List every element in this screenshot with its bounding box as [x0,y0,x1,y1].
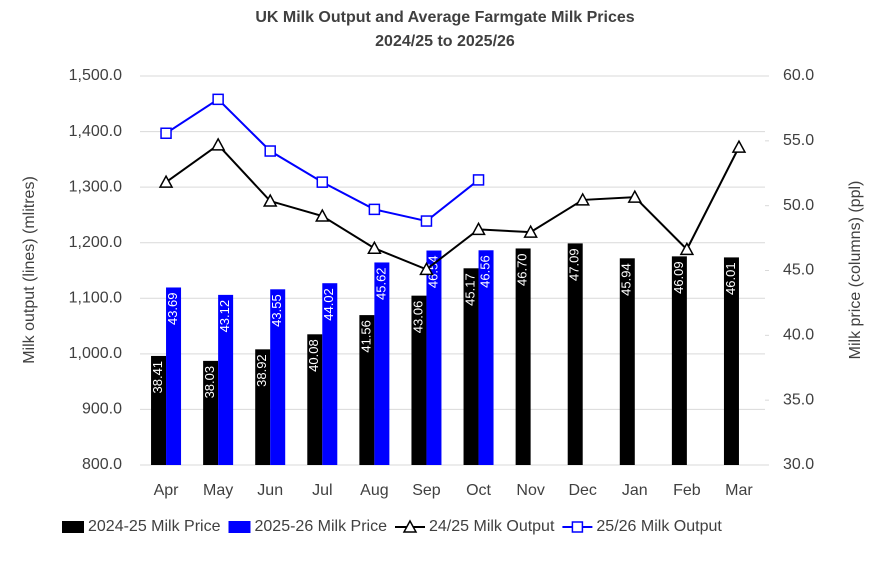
legend-label: 2025-26 Milk Price [255,518,388,535]
line-marker [575,192,590,206]
x-tick-label: Feb [673,482,701,499]
x-tick-label: May [203,482,233,499]
legend-swatch [62,521,84,533]
line-marker [523,224,538,238]
bar [374,262,390,465]
line-marker [264,145,276,157]
y2-tick-label: 50.0 [783,197,814,214]
bar-value-label: 40.08 [306,339,321,372]
bar-value-label: 43.69 [165,292,180,325]
bar-value-label: 38.92 [254,354,269,387]
bar-value-label: 47.09 [567,248,582,281]
line-marker [367,240,382,255]
y-tick-label: 800.0 [82,456,122,473]
line-marker [420,215,433,227]
bar [218,294,234,465]
line-marker [472,174,485,186]
y2-tick-label: 35.0 [783,391,814,408]
x-tick-label: Jan [622,482,648,499]
bar [307,334,323,465]
y-tick-label: 1,000.0 [69,345,122,362]
x-tick-label: Jun [257,482,283,499]
bar-value-label: 45.17 [462,273,477,306]
x-tick-label: Apr [154,482,180,499]
line-marker [419,261,434,276]
bar [359,315,375,465]
y2-tick-label: 60.0 [783,67,814,84]
bar-value-label: 38.03 [202,366,217,399]
line-marker [627,189,643,203]
bar-value-label: 45.62 [373,267,388,300]
y2-tick-label: 40.0 [783,327,814,344]
legend-label: 24/25 Milk Output [429,518,555,535]
y2-tick-label: 55.0 [783,132,814,149]
y2-tick-label: 45.0 [783,262,814,279]
y2-axis-label: Milk price (columns) (ppl) [847,181,864,360]
bar [411,295,427,465]
bar [203,360,219,465]
bar-value-label: 41.56 [358,320,373,353]
line-marker [212,93,224,106]
bar [478,250,494,465]
line-marker [731,139,747,153]
x-tick-label: Oct [466,482,491,499]
x-tick-label: Dec [568,482,596,499]
bar-value-label: 46.70 [515,253,530,286]
bar-value-label: 46.54 [425,256,440,289]
bar-value-label: 45.94 [619,263,634,296]
y-tick-label: 1,500.0 [69,67,122,84]
legend-label: 2024-25 Milk Price [88,518,221,535]
bar-value-label: 46.09 [671,261,686,294]
bar [619,258,635,465]
bar [567,243,583,465]
chart-subtitle: 2024/25 to 2025/26 [375,33,515,50]
line [165,98,480,223]
bar [671,256,687,465]
bar-value-label: 43.06 [410,301,425,334]
line [165,143,740,271]
x-tick-label: Jul [312,482,332,499]
bar [151,355,167,465]
bar [426,250,442,465]
line-marker [679,241,695,256]
bar-value-label: 44.02 [321,288,336,321]
y-tick-label: 1,400.0 [69,123,122,140]
y-axis-label: Milk output (lines) (mlitres) [21,176,38,364]
y2-tick-label: 30.0 [783,456,814,473]
x-tick-label: Sep [412,482,441,499]
line-marker [262,193,278,207]
x-tick-label: Aug [360,482,388,499]
bar-value-label: 46.56 [477,255,492,288]
line-marker [160,127,172,139]
line-marker [316,176,329,188]
legend-label: 25/26 Milk Output [596,518,722,535]
line-marker [471,221,486,236]
y-tick-label: 1,200.0 [69,234,122,251]
chart-title: UK Milk Output and Average Farmgate Milk… [255,9,634,26]
bar [463,268,479,465]
x-tick-label: Mar [725,482,753,499]
bar [515,248,531,465]
y-tick-label: 1,100.0 [69,290,122,307]
line-marker [368,203,381,216]
x-tick-label: Nov [516,482,544,499]
bar-value-label: 43.12 [217,300,232,333]
legend-swatch [228,521,251,533]
line-marker [402,519,418,533]
y-tick-label: 1,300.0 [69,178,122,195]
bar [255,349,271,465]
bar [166,287,182,465]
y-tick-label: 900.0 [82,401,122,418]
bar [723,257,739,465]
bar-value-label: 46.01 [723,262,738,295]
bar [322,283,338,465]
line-marker [158,174,174,188]
line-marker [571,521,584,533]
bar-value-label: 43.55 [269,294,284,327]
line-marker [315,208,330,222]
bar [270,289,286,465]
bar-value-label: 38.41 [150,361,165,394]
line-marker [210,137,226,151]
